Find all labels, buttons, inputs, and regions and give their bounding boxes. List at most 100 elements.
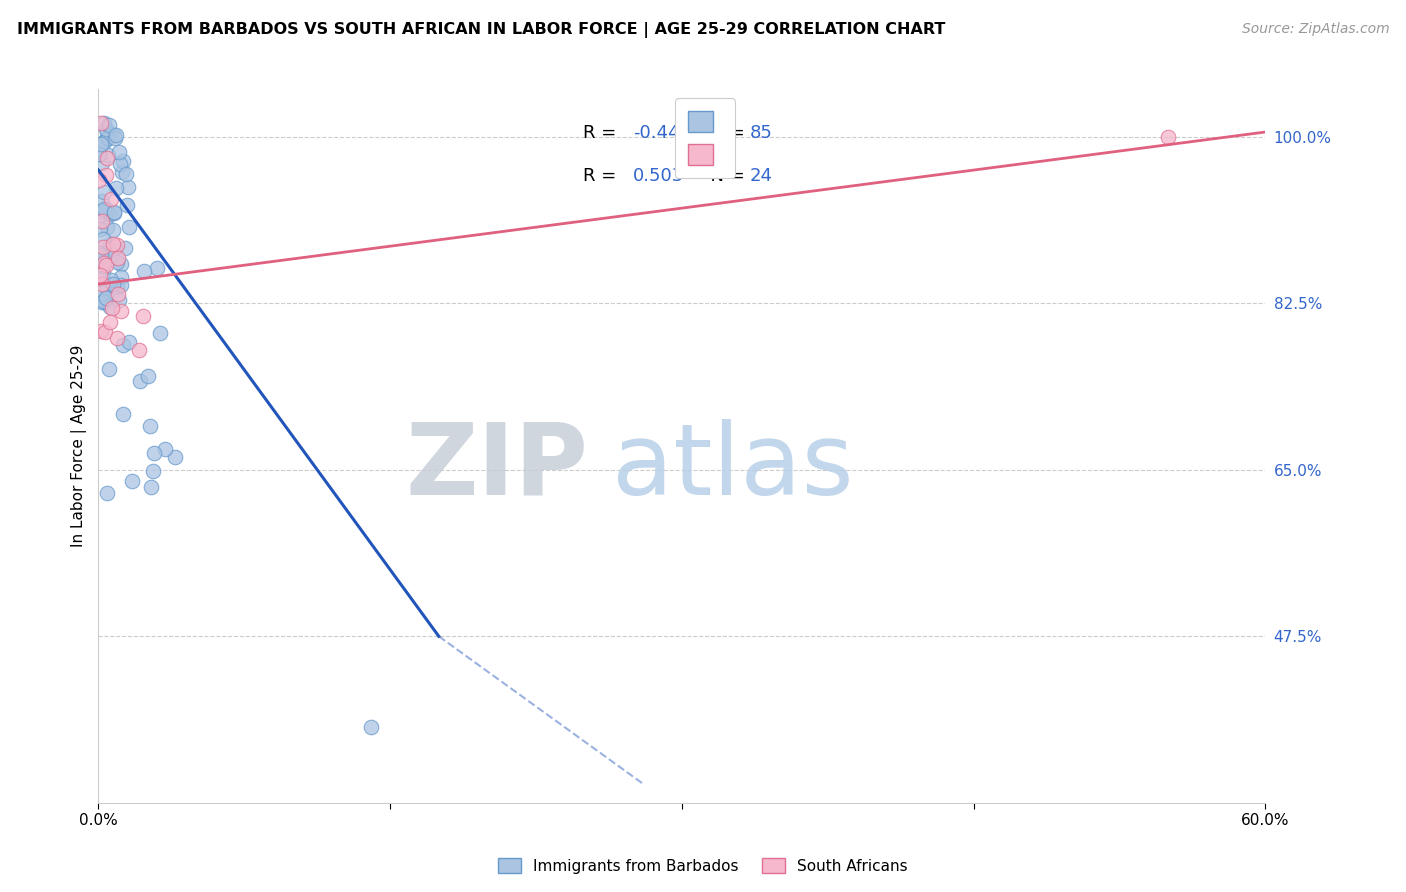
Point (97, 278, 120, 293)
Text: IMMIGRANTS FROM BARBADOS VS SOUTH AFRICAN IN LABOR FORCE | AGE 25-29 CORRELATION: IMMIGRANTS FROM BARBADOS VS SOUTH AFRICA… (17, 22, 945, 38)
Point (91, 253, 114, 268)
Text: Source: ZipAtlas.com: Source: ZipAtlas.com (1241, 22, 1389, 37)
Point (105, 238, 128, 252)
Legend: Immigrants from Barbados, South Africans: Immigrants from Barbados, South Africans (492, 852, 914, 880)
Text: ZIP: ZIP (406, 419, 589, 516)
Point (89, 147, 111, 161)
Point (103, 205, 125, 219)
Text: N =: N = (699, 125, 751, 143)
Point (101, 301, 124, 315)
Point (100, 273, 122, 287)
Point (104, 128, 127, 143)
Point (136, 369, 159, 384)
Point (98, 207, 121, 221)
Point (139, 480, 162, 494)
Text: R =: R = (582, 125, 621, 143)
Point (93, 202, 115, 217)
Point (90, 248, 112, 262)
Point (105, 180, 128, 194)
Point (103, 237, 125, 252)
Point (104, 130, 127, 145)
Point (94, 202, 117, 216)
Point (118, 219, 141, 234)
Point (91, 240, 114, 254)
Point (93, 256, 115, 270)
Point (91, 266, 114, 280)
Point (1157, 129, 1180, 144)
Point (91, 259, 114, 273)
Point (96, 124, 118, 138)
Point (94, 132, 117, 146)
Point (96, 151, 118, 165)
Point (89, 221, 111, 235)
Point (96, 204, 118, 219)
Text: R =: R = (582, 168, 621, 186)
Point (100, 192, 122, 206)
Point (360, 720, 382, 734)
Point (110, 278, 132, 293)
Point (89, 172, 111, 186)
Point (98, 236, 121, 251)
Point (108, 145, 131, 160)
Point (118, 334, 141, 349)
Point (107, 287, 129, 301)
Text: atlas: atlas (612, 419, 853, 516)
Point (105, 331, 128, 345)
Point (93, 185, 115, 199)
Point (121, 474, 143, 488)
Point (132, 264, 155, 278)
Point (100, 240, 122, 254)
Point (89, 246, 111, 260)
Point (96, 485, 118, 500)
Point (93, 135, 115, 149)
Point (110, 258, 132, 272)
Point (129, 374, 152, 388)
Point (115, 198, 138, 212)
Point (90, 211, 112, 226)
Point (90, 137, 112, 152)
Point (97, 131, 120, 145)
Point (115, 167, 138, 181)
Point (87, 147, 110, 161)
Point (104, 239, 127, 253)
Point (107, 251, 129, 265)
Point (146, 260, 169, 275)
Point (165, 450, 187, 464)
Point (97, 148, 120, 162)
Text: 0.503: 0.503 (633, 168, 685, 186)
Text: 85: 85 (749, 125, 772, 143)
Point (94, 259, 117, 273)
Point (148, 326, 170, 341)
Point (96, 219, 118, 234)
Point (94, 296, 117, 310)
Point (139, 419, 162, 434)
Point (111, 154, 134, 169)
Point (90, 203, 112, 218)
Point (91, 293, 114, 308)
Legend: , : , (675, 98, 735, 178)
Point (90, 214, 112, 228)
Text: 24: 24 (749, 168, 772, 186)
Point (142, 464, 165, 478)
Point (101, 277, 124, 291)
Point (91, 156, 114, 170)
Point (97, 118, 120, 132)
Point (94, 325, 117, 339)
Point (97, 253, 120, 268)
Point (94, 291, 117, 305)
Point (110, 304, 132, 318)
Point (89, 268, 111, 282)
Point (98, 300, 121, 314)
Point (105, 255, 128, 269)
Point (117, 180, 139, 194)
Point (142, 446, 165, 460)
Point (100, 247, 122, 261)
Point (101, 223, 124, 237)
Point (90, 258, 112, 272)
Point (111, 165, 134, 179)
Point (110, 157, 132, 171)
Point (90, 324, 112, 338)
Point (98, 314, 121, 328)
Point (94, 121, 117, 136)
Point (108, 293, 131, 307)
